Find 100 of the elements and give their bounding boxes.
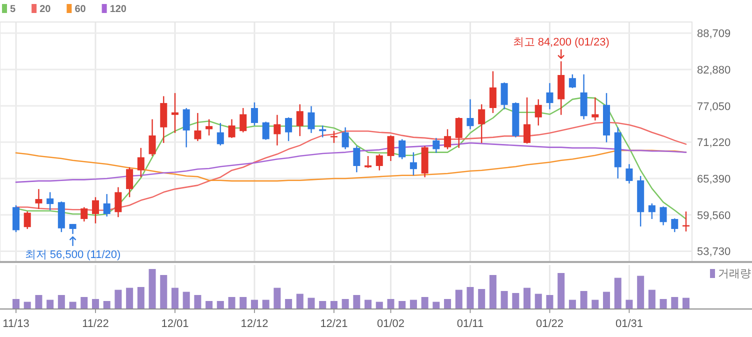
candlestick — [568, 74, 576, 89]
x-tick-label: 01/11 — [456, 318, 484, 330]
bar — [24, 302, 31, 309]
bar — [250, 300, 258, 309]
bar — [376, 302, 383, 309]
candlestick — [148, 118, 156, 157]
bar — [682, 298, 690, 309]
bar — [614, 278, 622, 309]
annotation: 최고 84,200 (01/23) — [512, 36, 610, 48]
candlestick — [387, 134, 394, 162]
bar — [648, 290, 656, 309]
annotation: 최저 56,500 (11/20) — [24, 248, 121, 261]
bar — [46, 300, 54, 309]
candlestick — [308, 106, 315, 134]
bar — [171, 288, 178, 309]
bar — [444, 299, 452, 309]
bar — [364, 300, 372, 309]
bar — [182, 292, 190, 309]
bar — [285, 299, 292, 309]
candlestick — [682, 210, 690, 232]
y-tick-label: 77,050 — [697, 100, 731, 113]
candlestick — [103, 193, 110, 218]
bar — [637, 276, 644, 309]
candlestick — [114, 186, 122, 218]
bar — [12, 299, 20, 309]
candlestick — [194, 112, 202, 142]
bar — [216, 301, 224, 309]
bar — [387, 299, 394, 309]
candlestick — [92, 196, 99, 224]
candlestick — [171, 92, 178, 134]
bar — [466, 287, 474, 309]
bar — [114, 290, 122, 309]
bar — [671, 297, 678, 309]
candlestick — [671, 218, 678, 233]
candlestick — [330, 130, 338, 144]
candlestick — [285, 116, 292, 142]
candlestick — [376, 154, 383, 171]
legend-label: 거래량 — [718, 268, 751, 280]
candlestick — [500, 82, 508, 110]
bar — [534, 294, 542, 309]
bar — [194, 295, 202, 309]
candlestick — [24, 210, 31, 230]
bar — [546, 295, 554, 309]
candlestick — [489, 70, 496, 114]
x-tick-label: 12/12 — [240, 318, 268, 330]
bar — [148, 269, 156, 309]
candlestick — [250, 102, 258, 126]
bar — [126, 288, 134, 309]
candlestick — [126, 166, 134, 198]
x-tick-label: 01/02 — [376, 318, 405, 330]
bar — [500, 291, 508, 309]
y-tick-label: 82,880 — [697, 64, 731, 76]
candlestick — [398, 138, 406, 160]
x-tick-label: 11/13 — [2, 318, 30, 330]
bar — [398, 301, 406, 309]
bar — [626, 300, 633, 309]
candlestick — [648, 202, 656, 220]
candlestick — [455, 116, 462, 149]
candlestick — [444, 128, 452, 150]
candlestick — [35, 188, 42, 210]
candlestick — [534, 98, 542, 126]
candlestick — [46, 192, 54, 211]
bar — [35, 295, 42, 309]
candlestick — [319, 124, 326, 138]
candlestick — [353, 145, 360, 173]
candlestick — [660, 206, 667, 226]
bar — [603, 292, 610, 309]
candlestick — [432, 137, 440, 154]
bar — [262, 300, 270, 309]
candlestick — [478, 104, 486, 144]
y-tick-label: 53,730 — [697, 246, 731, 258]
bar — [92, 299, 99, 309]
bar — [455, 290, 462, 309]
candlestick — [216, 122, 224, 146]
x-tick-label: 01/22 — [536, 318, 564, 330]
y-tick-label: 59,560 — [697, 210, 731, 222]
bar — [660, 299, 667, 309]
x-tick-label: 11/22 — [82, 318, 109, 330]
bar — [580, 291, 588, 309]
candlestick — [274, 114, 281, 146]
x-tick-label: 12/01 — [161, 318, 189, 330]
candlestick — [342, 126, 349, 150]
candlestick — [626, 164, 633, 184]
bar — [240, 297, 247, 309]
bar — [274, 288, 281, 309]
bar — [330, 301, 338, 309]
bar — [103, 301, 110, 309]
bar — [58, 295, 65, 309]
bar — [137, 287, 144, 309]
bar — [160, 275, 168, 309]
legend-label: 20 — [40, 4, 52, 15]
candlestick — [524, 96, 531, 144]
x-tick-label: 12/21 — [320, 318, 348, 330]
candlestick — [206, 118, 213, 136]
candlestick — [580, 74, 588, 120]
candlestick — [137, 147, 144, 178]
bar — [80, 297, 88, 309]
bar — [432, 302, 440, 309]
x-tick-label: 01/31 — [615, 318, 643, 330]
bar — [69, 302, 76, 309]
